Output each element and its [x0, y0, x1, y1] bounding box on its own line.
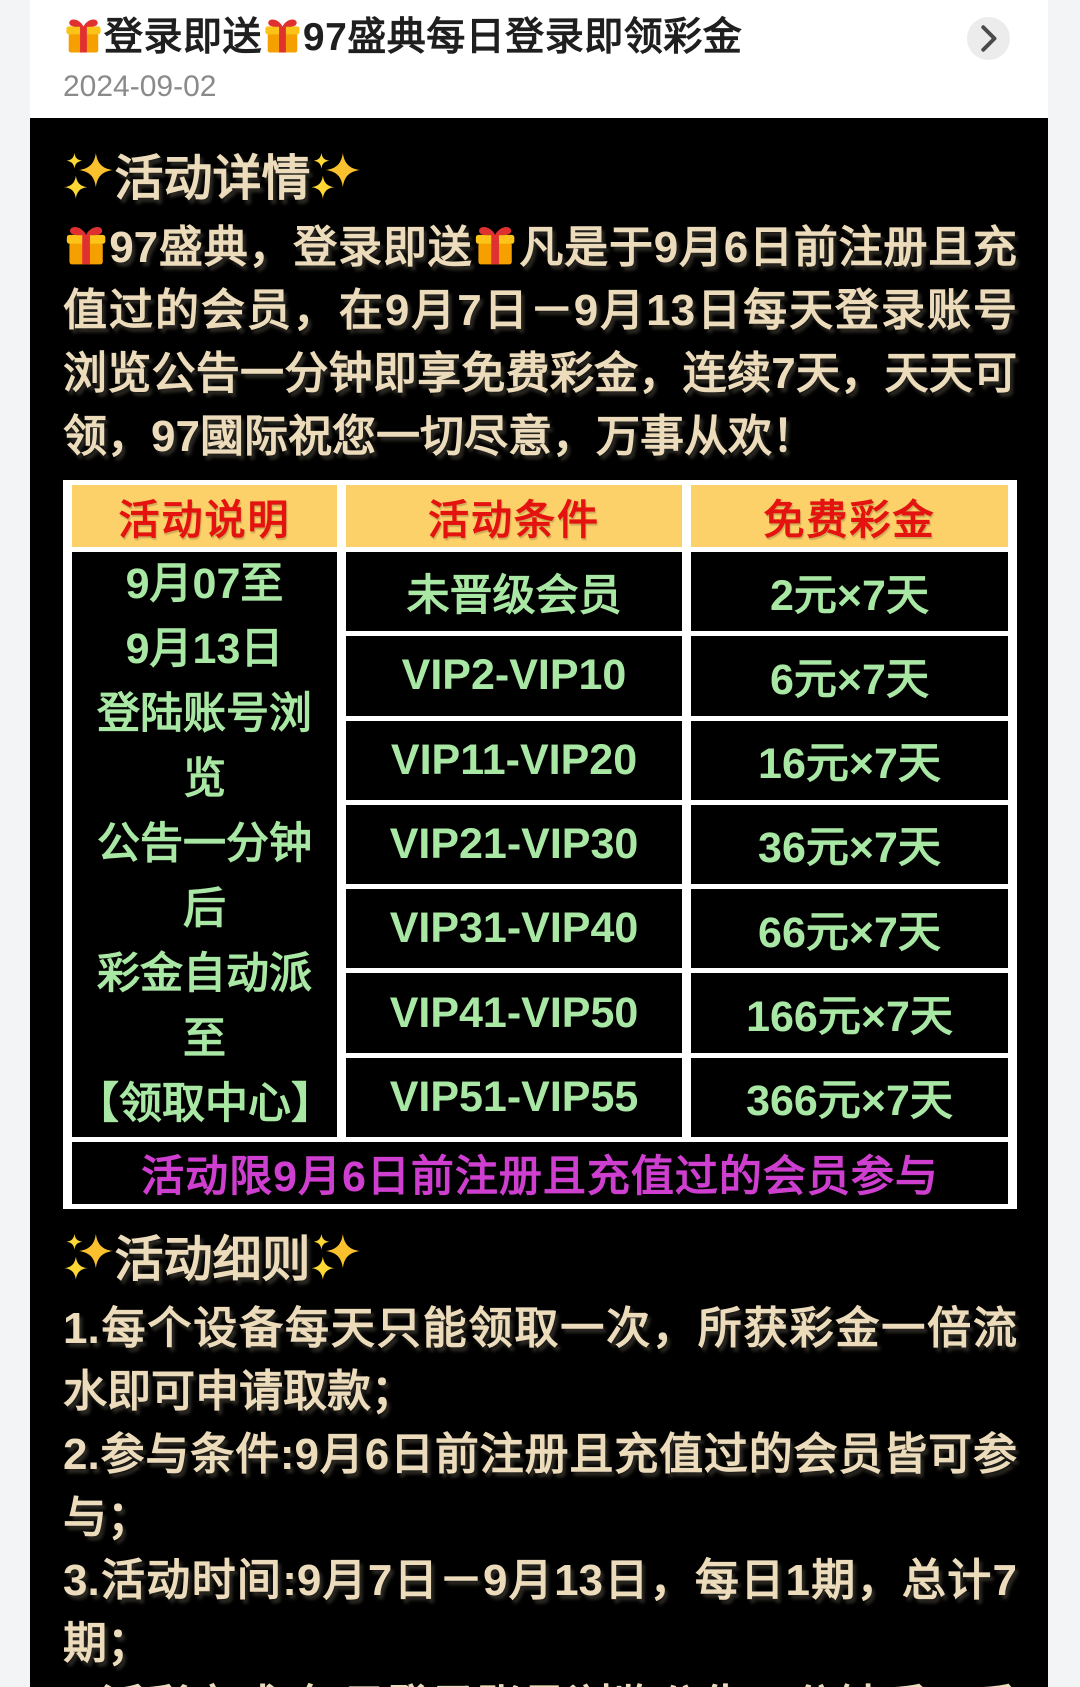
- schedule-cell: 9月07至 9月13日 登陆账号浏览 公告一分钟后 彩金自动派至 【领取中心】: [62, 547, 347, 1142]
- intro-text: 97盛典，登录即送 凡是于9月6日前注册且充值过的会员，在9月7日－9月13日每天…: [63, 222, 1017, 461]
- gift-icon: [63, 15, 104, 56]
- announcement-card: 登录即送 97盛典每日登录即领彩金 2024-09-02 活动详情 97盛典，登录…: [30, 0, 1048, 1687]
- sparkles-icon: [63, 1231, 114, 1282]
- condition-cell: VIP41-VIP50: [337, 968, 691, 1058]
- condition-cell: VIP11-VIP20: [337, 715, 691, 805]
- notice-body: 活动详情 97盛典，登录即送 凡是于9月6日前注册且充值过的会员，在9月7日－9月…: [30, 118, 1048, 1687]
- condition-cell: VIP51-VIP55: [337, 1052, 691, 1143]
- bonus-table: 活动说明 活动条件 免费彩金 9月07至 9月13日 登陆账号浏览 公告一分钟后 彩金自动派…: [62, 480, 1018, 1209]
- bonus-cell: 16元×7天: [681, 715, 1018, 805]
- notice-date: 2024-09-02: [63, 70, 217, 103]
- table-note-row: 活动限9月6日前注册且充值过的会员参与: [63, 1137, 1017, 1209]
- gift-icon: [262, 15, 303, 56]
- condition-cell: VIP21-VIP30: [337, 799, 691, 890]
- rules-heading: 活动细则: [63, 1227, 1017, 1293]
- table-note-cell: 活动限9月6日前注册且充值过的会员参与: [63, 1137, 1017, 1209]
- bonus-cell: 2元×7天: [681, 546, 1018, 637]
- rule-item: 3.活动时间:9月7日－9月13日，每日1期，总计7期；: [63, 1556, 1017, 1668]
- bonus-cell: 166元×7天: [681, 968, 1018, 1058]
- detail-heading: 活动详情: [63, 146, 1017, 212]
- table-row: VIP51-VIP55 366元×7天: [68, 1052, 1018, 1143]
- notice-header: 登录即送 97盛典每日登录即领彩金 2024-09-02: [30, 0, 1048, 118]
- gift-icon: [472, 222, 518, 268]
- bonus-cell: 6元×7天: [681, 631, 1018, 721]
- table-row: VIP21-VIP30 36元×7天: [68, 799, 1018, 890]
- rule-item: 4.派彩方式:每日登录账号浏览公告一分钟后，系统自动派送至领取中心。: [63, 1675, 1017, 1687]
- table-row: VIP31-VIP40 66元×7天: [68, 884, 1018, 974]
- notice-title-row: 登录即送 97盛典每日登录即领彩金: [63, 12, 1010, 64]
- condition-cell: 未晋级会员: [337, 546, 691, 637]
- notice-title: 登录即送 97盛典每日登录即领彩金: [63, 12, 742, 64]
- gift-icon: [63, 222, 109, 268]
- sparkles-icon: [310, 150, 361, 201]
- rule-item: 2.参与条件:9月6日前注册且充值过的会员皆可参与；: [63, 1430, 1017, 1542]
- sparkles-icon: [310, 1231, 361, 1282]
- table-row: VIP41-VIP50 166元×7天: [68, 968, 1018, 1058]
- bonus-table-body: 9月07至 9月13日 登陆账号浏览 公告一分钟后 彩金自动派至 【领取中心】 未晋级会员 2…: [62, 546, 1018, 1209]
- sparkles-icon: [63, 150, 114, 201]
- table-row: VIP11-VIP20 16元×7天: [68, 715, 1018, 805]
- chevron-right-icon: [979, 24, 998, 52]
- table-header-cell: 活动说明: [62, 480, 347, 552]
- table-header-row: 活动说明 活动条件 免费彩金: [62, 480, 1018, 552]
- table-row: 9月07至 9月13日 登陆账号浏览 公告一分钟后 彩金自动派至 【领取中心】 未晋级会员 2…: [62, 546, 1018, 1142]
- bonus-cell: 66元×7天: [681, 884, 1018, 974]
- table-row: VIP2-VIP10 6元×7天: [68, 631, 1018, 721]
- bonus-cell: 366元×7天: [681, 1052, 1018, 1143]
- condition-cell: VIP31-VIP40: [337, 884, 691, 974]
- table-header-cell: 活动条件: [337, 480, 691, 552]
- expand-button[interactable]: [967, 16, 1010, 60]
- rules-list: 1.每个设备每天只能领取一次，所获彩金一倍流水即可申请取款； 2.参与条件:9月6…: [63, 1297, 1017, 1687]
- rule-item: 1.每个设备每天只能领取一次，所获彩金一倍流水即可申请取款；: [63, 1304, 1017, 1416]
- table-header-cell: 免费彩金: [681, 480, 1018, 552]
- bonus-cell: 36元×7天: [681, 799, 1018, 890]
- condition-cell: VIP2-VIP10: [337, 631, 691, 721]
